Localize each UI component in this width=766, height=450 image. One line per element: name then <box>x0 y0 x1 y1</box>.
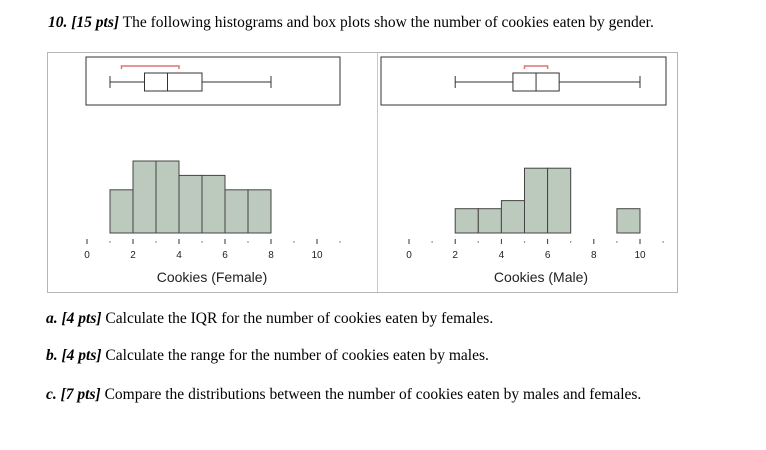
x-minor-tick <box>477 241 479 243</box>
x-minor-tick <box>201 241 203 243</box>
x-axis-title: Cookies (Female) <box>157 269 267 285</box>
x-minor-tick <box>155 241 157 243</box>
histogram-bar <box>454 208 479 234</box>
question-points: [15 pts] <box>71 14 120 31</box>
x-minor-tick <box>570 241 572 243</box>
histogram-bar <box>547 167 572 234</box>
question-a-label: a. <box>46 310 58 327</box>
boxplot-box <box>144 72 203 92</box>
boxplot-frame <box>380 56 667 106</box>
x-tick-label: 4 <box>499 250 505 261</box>
histogram-bar <box>224 189 249 234</box>
x-tick-label: 4 <box>176 250 182 261</box>
question-b-points: [4 pts] <box>61 347 102 364</box>
x-minor-tick <box>109 241 111 243</box>
question-a-text: Calculate the IQR for the number of cook… <box>101 310 494 327</box>
x-minor-tick <box>247 241 249 243</box>
question-b-text: Calculate the range for the number of co… <box>101 347 489 364</box>
x-tick-label: 8 <box>591 250 597 261</box>
x-minor-tick <box>662 241 664 243</box>
female-chart-panel: 0 2 4 6 8 10 Cookies (Female) <box>84 56 341 285</box>
x-tick-label: 2 <box>452 250 458 261</box>
question-number: 10. <box>48 14 68 31</box>
histogram-bar <box>201 174 226 234</box>
histogram-bar <box>616 208 641 234</box>
x-axis-title: Cookies (Male) <box>494 269 588 285</box>
x-minor-tick <box>293 241 295 243</box>
x-minor-tick <box>523 241 526 243</box>
x-minor-tick <box>616 241 618 243</box>
histogram-bar <box>500 200 526 234</box>
question-a: a. [4 pts] Calculate the IQR for the num… <box>46 310 493 328</box>
x-minor-tick <box>339 241 341 243</box>
question-b: b. [4 pts] Calculate the range for the n… <box>46 347 489 365</box>
x-tick-label: 6 <box>545 250 551 261</box>
x-tick-label: 6 <box>222 250 228 261</box>
x-tick-label: 0 <box>406 250 412 261</box>
boxplot-highlight-bracket <box>523 65 549 69</box>
question-header: 10. [15 pts] The following histograms an… <box>48 14 738 31</box>
histogram-bar <box>524 167 549 234</box>
question-b-label: b. <box>46 347 58 364</box>
histogram-bar <box>155 160 180 234</box>
question-a-points: [4 pts] <box>61 310 102 327</box>
chart-figure: 0 2 4 6 8 10 Cookies (Female) 0 2 4 6 8 10 Cookies (… <box>47 52 678 293</box>
histogram-bar <box>109 189 134 234</box>
x-tick-label: 2 <box>130 250 136 261</box>
histogram-bar <box>477 208 502 234</box>
question-c-text: Compare the distributions between the nu… <box>100 386 642 403</box>
question-text: The following histograms and box plots s… <box>119 14 654 31</box>
x-tick-label: 0 <box>84 250 90 261</box>
male-chart-panel: 0 2 4 6 8 10 Cookies (Male) <box>380 56 667 285</box>
panel-divider <box>377 53 378 292</box>
histogram-bar <box>132 160 157 234</box>
question-c-label: c. <box>46 386 57 403</box>
question-c-points: [7 pts] <box>60 386 101 403</box>
histogram-bar <box>247 189 272 234</box>
x-tick-label: 8 <box>268 250 274 261</box>
boxplot-highlight-bracket <box>120 65 180 69</box>
histogram-bar <box>178 174 203 234</box>
x-minor-tick <box>431 241 433 243</box>
x-tick-label: 10 <box>311 250 323 261</box>
x-tick-label: 10 <box>634 250 646 261</box>
question-c: c. [7 pts] Compare the distributions bet… <box>46 386 641 404</box>
boxplot-frame <box>85 56 341 106</box>
